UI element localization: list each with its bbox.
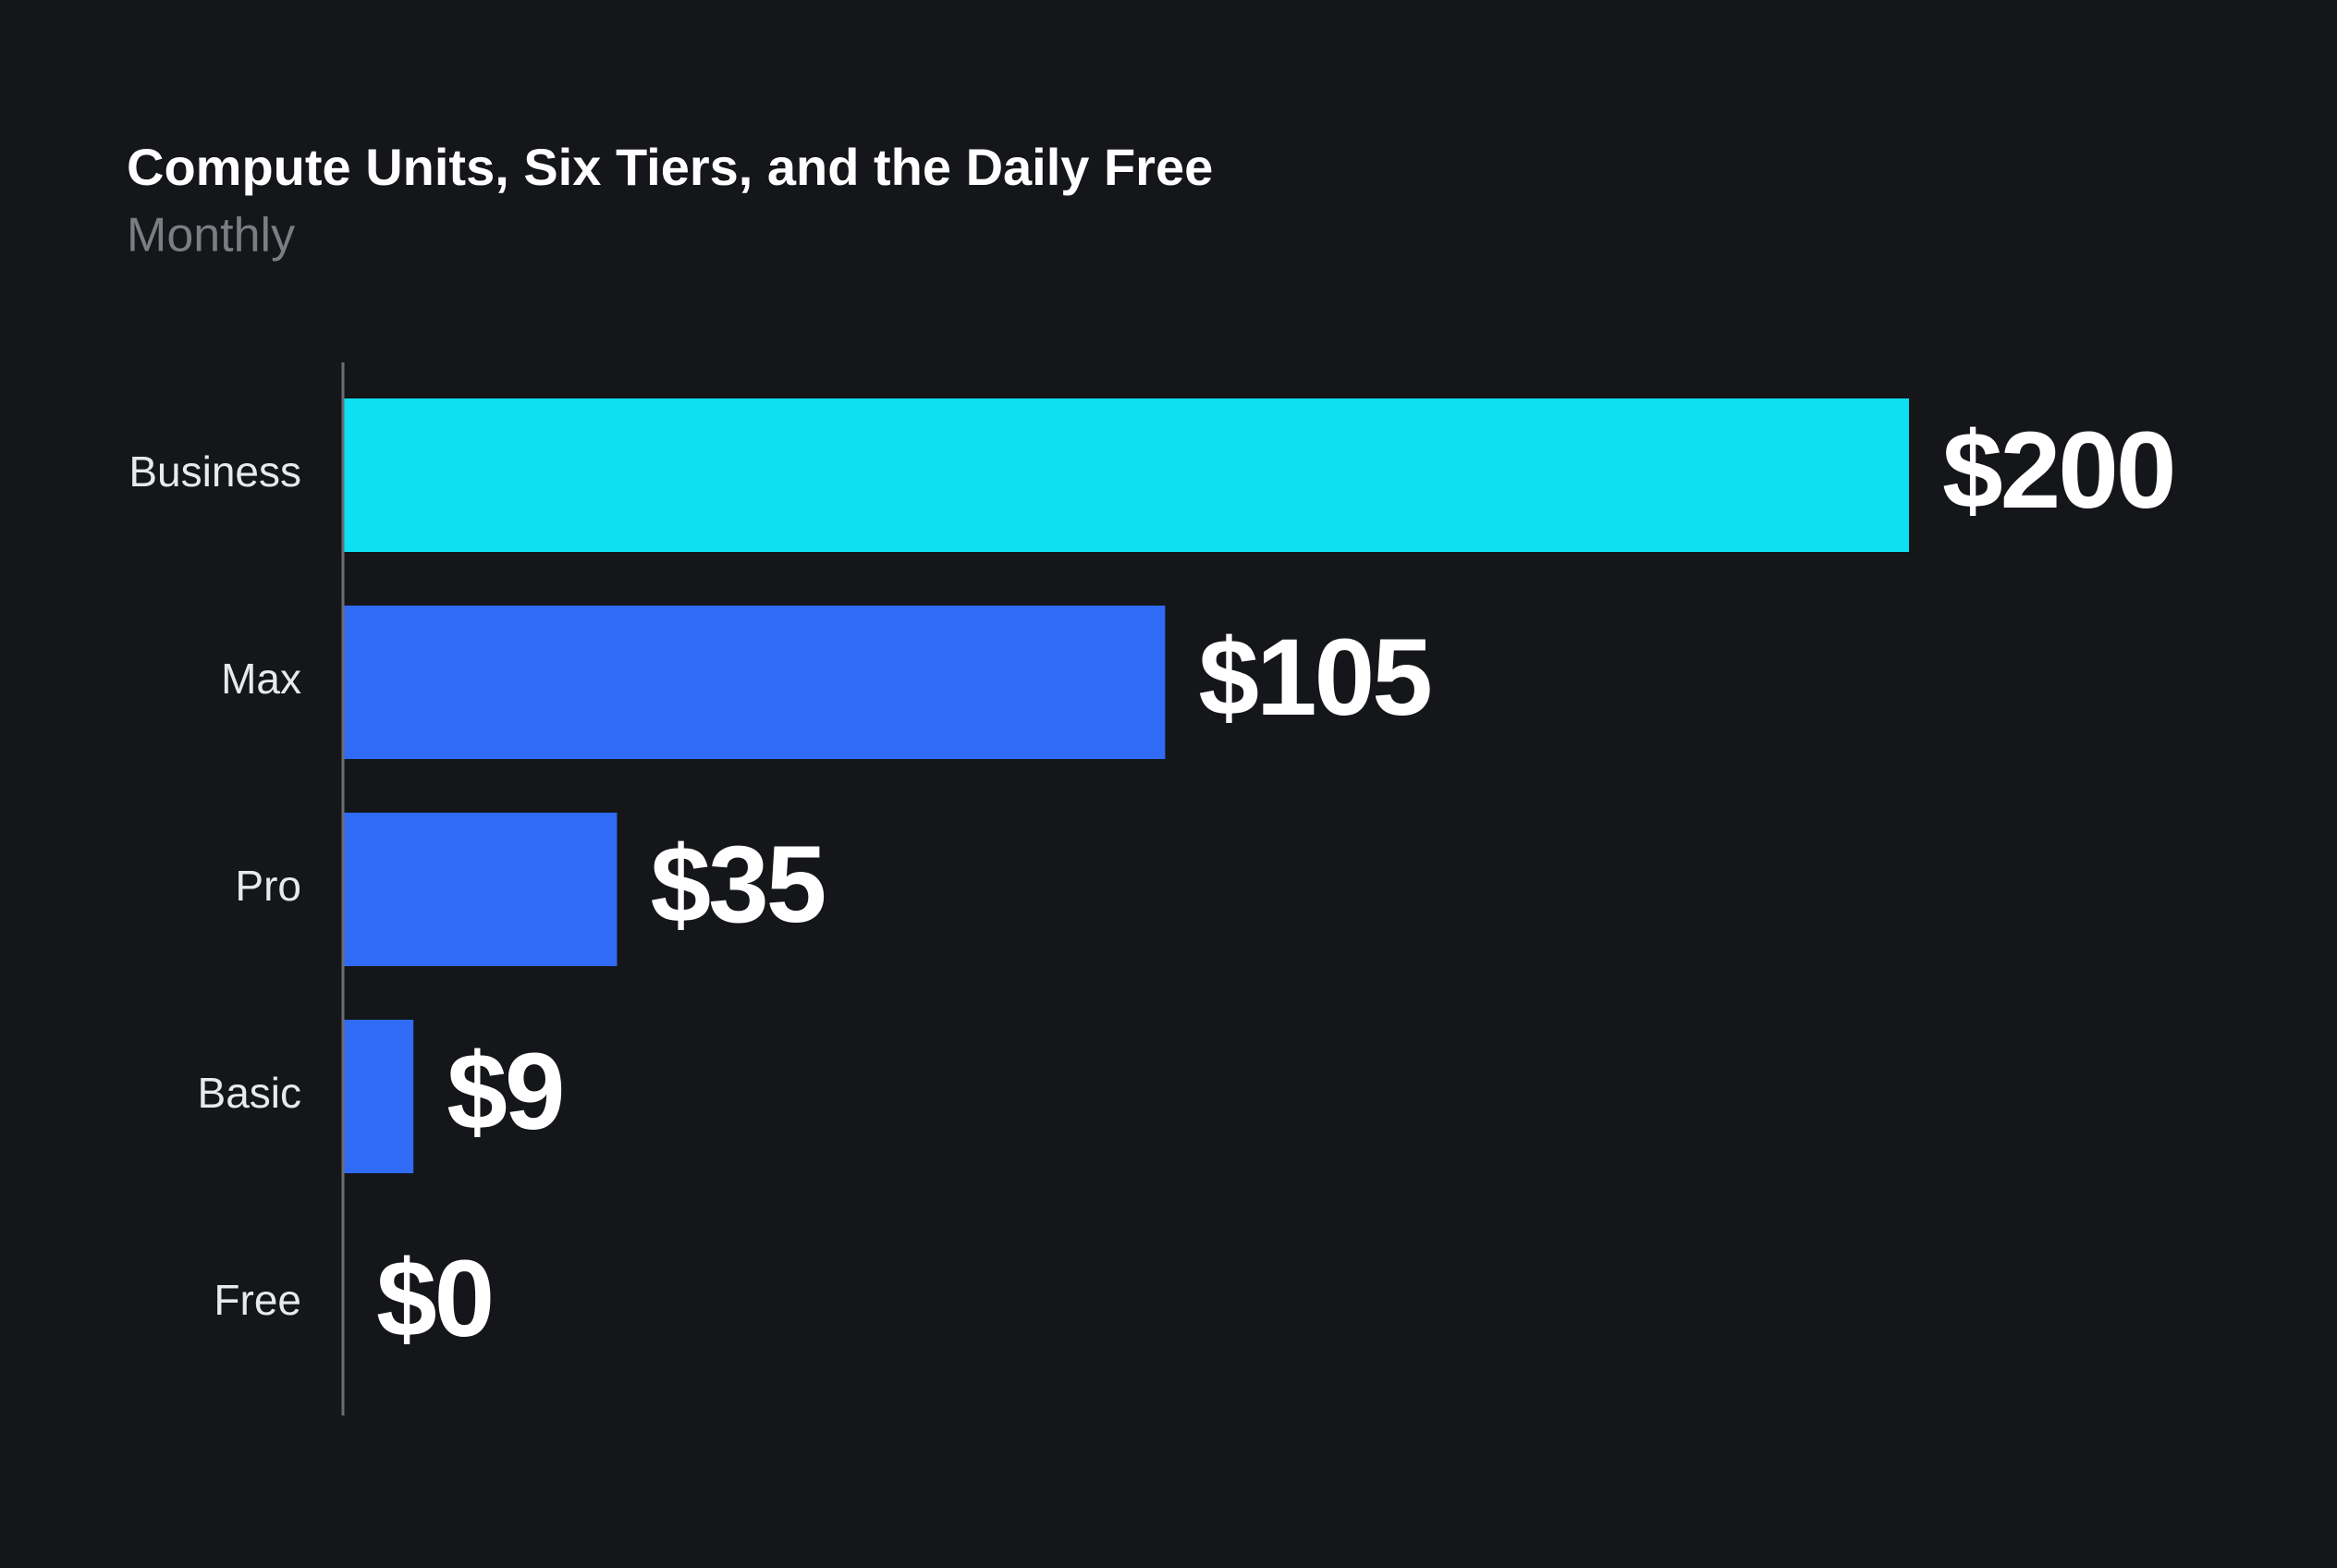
value-label: $200 <box>1942 410 2174 532</box>
chart-subtitle: Monthly <box>127 209 295 263</box>
bar <box>343 1020 414 1173</box>
y-tick-label: Free <box>214 1276 301 1324</box>
y-tick-label: Business <box>128 447 301 496</box>
y-tick-label: Basic <box>198 1069 301 1117</box>
value-label: $105 <box>1198 617 1430 739</box>
y-tick-label: Max <box>221 655 301 703</box>
chart-title: Compute Units, Six Tiers, and the Daily … <box>127 138 1213 196</box>
value-label: $35 <box>650 824 824 946</box>
value-label: $0 <box>376 1238 492 1360</box>
y-tick-label: Pro <box>235 862 301 910</box>
bar <box>343 398 1909 552</box>
bar <box>343 606 1166 759</box>
value-label: $9 <box>447 1031 562 1153</box>
bar <box>343 813 618 966</box>
